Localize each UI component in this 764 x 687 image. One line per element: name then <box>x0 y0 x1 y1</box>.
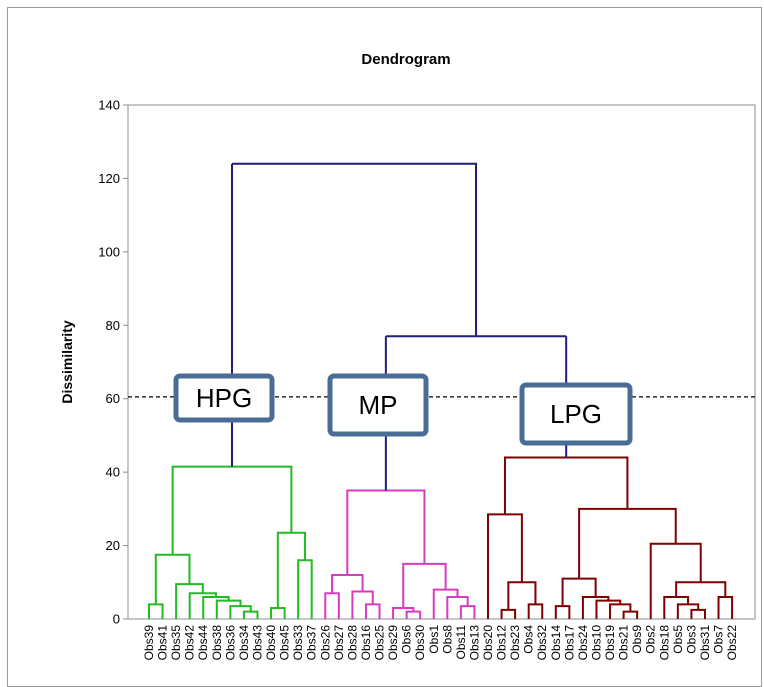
leaf-label: Obs22 <box>725 625 739 661</box>
leaf-label: Obs26 <box>318 625 332 661</box>
leaf-label: Obs25 <box>373 625 387 661</box>
leaf-label: Obs3 <box>684 625 698 654</box>
leaf-label: Obs38 <box>210 625 224 661</box>
plot-area <box>127 104 756 620</box>
y-tick-label: 40 <box>106 465 120 480</box>
dendrogram-link <box>527 603 544 619</box>
dendrogram-chart: Dendrogram Dissimilarity 0 20 40 60 80 100 120… <box>59 51 756 661</box>
leaf-label: Obs28 <box>345 625 359 661</box>
leaf-label: Obs44 <box>196 625 210 661</box>
y-axis-label: Dissimilarity <box>59 320 75 403</box>
dendrogram-link <box>622 610 639 619</box>
leaf-label: Obs1 <box>427 625 441 654</box>
leaf-label: Obs32 <box>535 625 549 661</box>
leaf-label: Obs34 <box>237 625 251 661</box>
leaf-label: Obs45 <box>278 625 292 661</box>
leaf-label: Obs41 <box>156 625 170 661</box>
dendrogram-link <box>346 489 426 575</box>
leaf-label: Obs21 <box>617 625 631 661</box>
dendrogram-link <box>270 606 286 619</box>
dendrogram-link <box>717 595 734 619</box>
dendrogram-link <box>503 456 629 515</box>
group-label-box <box>327 373 429 437</box>
dendrogram-link <box>171 465 293 555</box>
leaf-label: Obs6 <box>400 625 414 654</box>
leaf-label: Obs31 <box>698 625 712 661</box>
dendrogram-link <box>392 606 415 619</box>
leaf-label: Obs11 <box>454 625 468 660</box>
group-label: MP <box>359 390 398 420</box>
leaf-label: Obs4 <box>522 625 536 654</box>
leaf-label: Obs2 <box>644 625 658 654</box>
leaf-label: Obs36 <box>223 625 237 661</box>
leaf-label: Obs12 <box>495 625 509 661</box>
dendrogram-link <box>154 553 191 605</box>
dendrogram-link <box>649 542 702 619</box>
dendrogram-link <box>675 581 727 597</box>
group-label-box <box>173 373 275 423</box>
leaf-label: Obs9 <box>630 625 644 654</box>
dendrogram-link <box>561 577 597 607</box>
y-tick-label: 140 <box>98 98 120 113</box>
leaf-label: Obs33 <box>291 625 305 661</box>
dendrogram-link <box>402 562 447 608</box>
y-tick-label: 100 <box>98 244 120 259</box>
dendrogram-link <box>432 588 459 619</box>
dendrogram-link <box>324 592 340 619</box>
leaf-label: Obs27 <box>332 625 346 661</box>
dendrogram-link <box>232 162 478 337</box>
y-tick-label: 0 <box>113 612 120 627</box>
leaf-label: Obs40 <box>264 625 278 661</box>
group-label-box <box>519 382 633 446</box>
dendrogram-link <box>507 581 537 610</box>
leaf-label: Obs30 <box>413 625 427 661</box>
dendrogram-link <box>554 605 571 619</box>
leaf-label: Obs37 <box>305 625 319 661</box>
dendrogram-link <box>331 573 364 594</box>
leaf-label: Obs24 <box>576 625 590 661</box>
leaf-label: Obs7 <box>712 625 726 654</box>
y-tick-label: 80 <box>106 318 120 333</box>
chart-frame: Dendrogram Dissimilarity 0 20 40 60 80 100 120… <box>7 7 762 687</box>
dendrogram-link <box>215 599 242 619</box>
leaf-label: Obs17 <box>562 625 576 661</box>
dendrogram-link <box>676 603 700 619</box>
dendrogram-link <box>446 595 469 619</box>
dendrogram-link <box>663 595 690 619</box>
leaf-label: Obs35 <box>169 625 183 661</box>
y-tick-label: 120 <box>98 171 120 186</box>
leaf-label: Obs29 <box>386 625 400 661</box>
leaf-label: Obs39 <box>142 625 156 661</box>
dendrogram-link <box>690 608 706 619</box>
leaf-label: Obs14 <box>549 625 563 661</box>
leaf-label: Obs42 <box>183 625 197 661</box>
y-tick-label: 60 <box>106 391 120 406</box>
leaf-label: Obs18 <box>657 625 671 661</box>
leaf-label: Obs5 <box>671 625 685 654</box>
dendrogram-link <box>242 610 259 619</box>
leaf-label: Obs19 <box>603 625 617 661</box>
leaf-label: Obs8 <box>440 625 454 654</box>
dendrogram-link <box>595 599 622 619</box>
dendrogram-link <box>487 513 523 619</box>
leaf-label: Obs23 <box>508 625 522 661</box>
leaf-label: Obs16 <box>359 625 373 661</box>
dendrogram-link <box>276 531 306 608</box>
dendrogram-link <box>459 605 476 619</box>
chart-title: Dendrogram <box>361 51 450 68</box>
dendrogram-link <box>148 603 164 619</box>
leaf-label: Obs20 <box>481 625 495 661</box>
leaf-label: Obs43 <box>250 625 264 661</box>
group-label: LPG <box>550 399 602 429</box>
dendrogram-link <box>297 559 313 619</box>
dendrogram-link <box>364 603 381 619</box>
leaf-label: Obs13 <box>467 625 481 661</box>
leaf-label: Obs10 <box>589 625 603 661</box>
y-tick-label: 20 <box>106 538 120 553</box>
group-label: HPG <box>196 383 252 413</box>
dendrogram-link <box>405 610 422 619</box>
dendrogram-link <box>500 608 517 619</box>
